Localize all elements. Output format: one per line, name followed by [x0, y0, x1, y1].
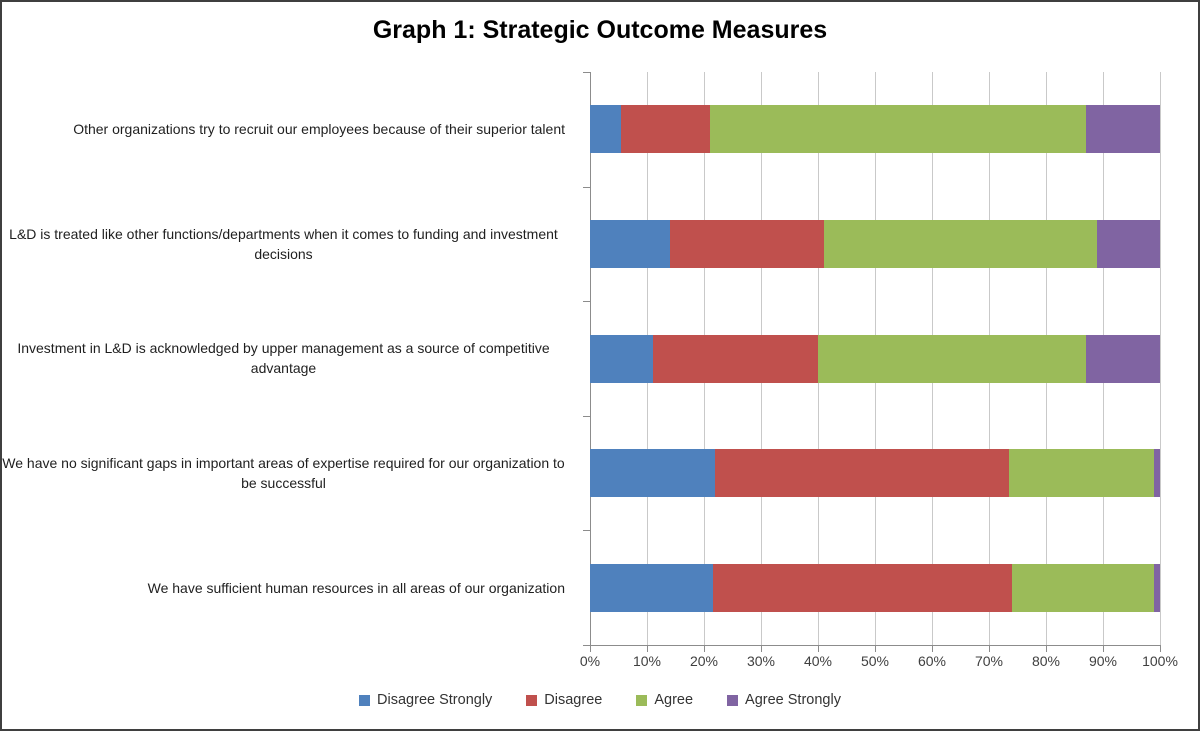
value-axis-tick-label: 30%: [746, 653, 776, 669]
bar-segment-agree: [1008, 449, 1155, 498]
value-axis-tick-label: 100%: [1142, 653, 1178, 669]
category-label: We have sufficient human resources in al…: [2, 530, 578, 645]
category-label-text: Other organizations try to recruit our e…: [73, 121, 565, 138]
category-label: Investment in L&D is acknowledged by upp…: [2, 301, 578, 416]
value-axis-tick: [761, 646, 762, 652]
bar-segment-agree-strongly: [1085, 334, 1160, 383]
bar-row: [590, 105, 1160, 154]
legend-item: Disagree Strongly: [359, 692, 492, 708]
bar-segment-disagree-strongly: [590, 449, 716, 498]
bar-segment-disagree-strongly: [590, 563, 713, 612]
value-axis-tick-label: 10%: [632, 653, 662, 669]
value-axis-tick-label: 20%: [689, 653, 719, 669]
value-axis-tick: [590, 646, 591, 652]
bar-row: [590, 563, 1160, 612]
bar-segment-agree: [823, 219, 1098, 268]
value-axis-tick-label: 60%: [917, 653, 947, 669]
value-axis-tick: [989, 646, 990, 652]
value-axis-tick: [932, 646, 933, 652]
category-axis-tick: [583, 416, 590, 417]
value-axis-line: [583, 645, 1161, 646]
category-label: Other organizations try to recruit our e…: [2, 72, 578, 187]
value-axis-tick: [1046, 646, 1047, 652]
value-axis-tick: [704, 646, 705, 652]
bar-segment-agree-strongly: [1085, 105, 1160, 154]
legend: Disagree Strongly Disagree Agree Agree Stro…: [2, 692, 1198, 708]
value-axis-tick-label: 0%: [579, 653, 601, 669]
value-axis-tick: [1103, 646, 1104, 652]
bar-segment-disagree: [715, 449, 1009, 498]
value-axis-tick-label: 70%: [974, 653, 1004, 669]
value-axis-tick: [875, 646, 876, 652]
category-axis-tick: [583, 187, 590, 188]
bar-segment-disagree: [669, 219, 824, 268]
legend-label: Agree: [654, 692, 694, 708]
category-axis-tick: [583, 301, 590, 302]
bar-segment-agree: [1011, 563, 1155, 612]
category-label-text: L&D is treated like other functions/depa…: [9, 225, 558, 262]
legend-marker-icon: [526, 694, 538, 706]
value-axis-tick-label: 50%: [860, 653, 890, 669]
legend-marker-icon: [359, 694, 371, 706]
bar-segment-agree-strongly: [1097, 219, 1160, 268]
category-label: L&D is treated like other functions/depa…: [2, 187, 578, 302]
legend-item: Agree: [636, 692, 693, 708]
value-axis-tick-labels: 0% 10% 20% 30% 40% 50% 60% 70% 80% 90% 100%: [580, 653, 1178, 673]
value-axis-tick: [1160, 646, 1161, 652]
bar-segment-disagree: [620, 105, 710, 154]
category-axis-tick: [583, 645, 590, 646]
legend-marker-icon: [636, 694, 648, 706]
legend-marker-icon: [727, 694, 739, 706]
chart-title: Graph 1: Strategic Outcome Measures: [372, 16, 828, 44]
legend-label: Disagree Strongly: [377, 692, 493, 708]
bar-row: [590, 449, 1160, 498]
category-label: We have no significant gaps in important…: [2, 416, 578, 531]
category-axis-tick: [583, 72, 590, 73]
legend-item: Disagree: [526, 692, 602, 708]
bar-segment-disagree-strongly: [590, 334, 653, 383]
legend-label: Disagree: [544, 692, 603, 708]
value-axis-tick-label: 90%: [1088, 653, 1118, 669]
bar-segment-disagree-strongly: [590, 219, 670, 268]
category-label-text: We have no significant gaps in important…: [2, 454, 565, 492]
bar-segment-disagree: [652, 334, 818, 383]
legend-label: Agree Strongly: [745, 692, 841, 708]
bar-segment-agree: [709, 105, 1086, 154]
legend-item: Agree Strongly: [727, 692, 841, 708]
bar-segment-agree: [817, 334, 1086, 383]
category-axis-tick: [583, 530, 590, 531]
category-axis-labels: Other organizations try to recruit our e…: [2, 72, 578, 645]
bar-segment-agree-strongly: [1154, 449, 1160, 498]
gridline-100%: [1160, 72, 1161, 645]
category-label-text: Investment in L&D is acknowledged by upp…: [17, 340, 550, 377]
value-axis-tick: [818, 646, 819, 652]
value-axis-tick-label: 80%: [1031, 653, 1061, 669]
bar-row: [590, 334, 1160, 383]
bar-segment-agree-strongly: [1154, 563, 1160, 612]
bar-segment-disagree: [712, 563, 1012, 612]
category-label-text: We have sufficient human resources in al…: [147, 579, 565, 596]
bar-segment-disagree-strongly: [590, 105, 621, 154]
value-axis-tick: [647, 646, 648, 652]
value-axis-tick-label: 40%: [803, 653, 833, 669]
bar-row: [590, 219, 1160, 268]
